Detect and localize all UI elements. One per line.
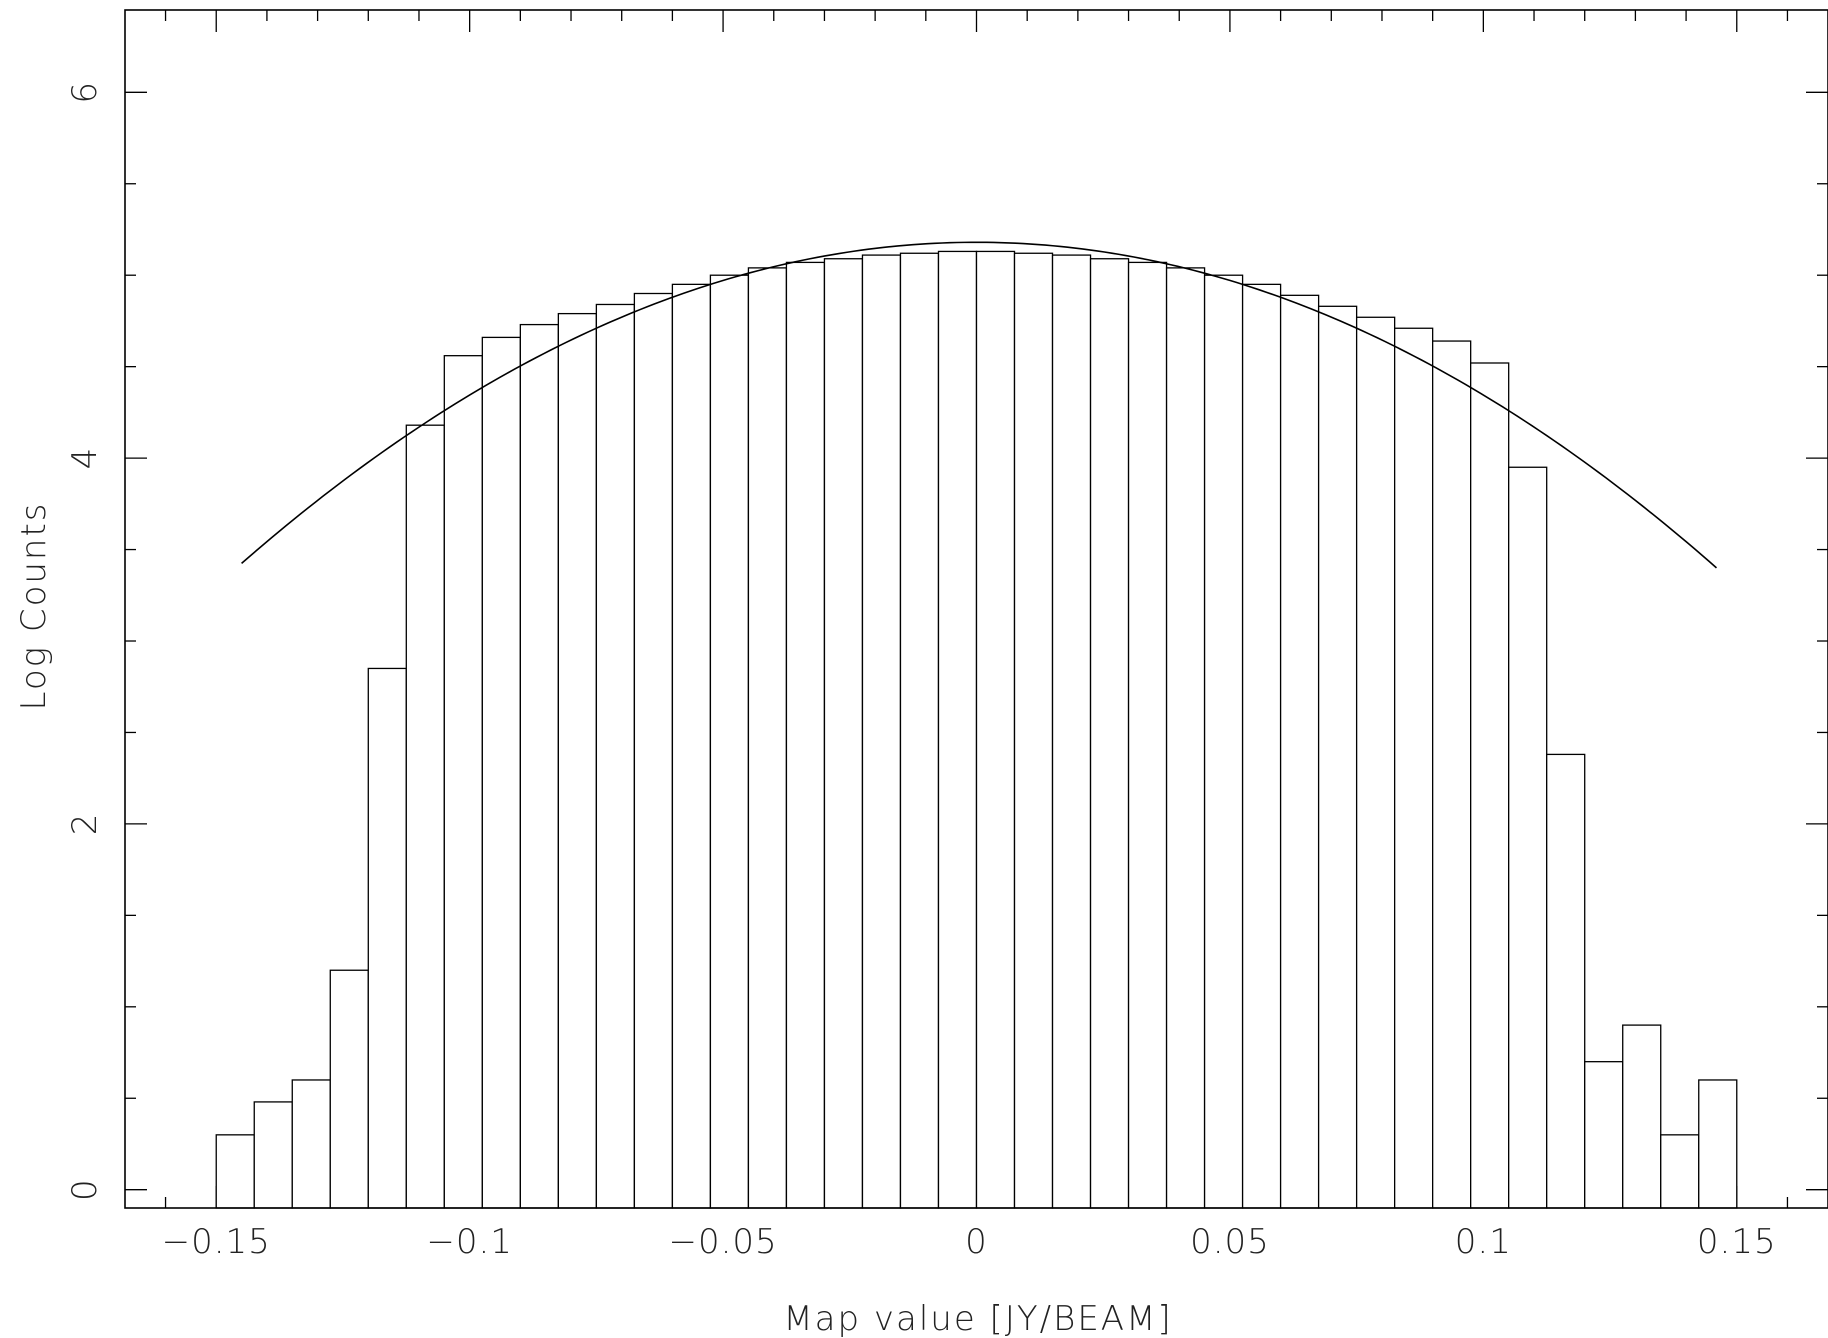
histogram-bar [1393,327,1434,1209]
histogram-bar [785,261,826,1209]
histogram-bar [1317,305,1358,1209]
y-axis-title: Log Counts [14,501,54,710]
histogram-bar [1584,1061,1624,1209]
histogram-bar [1470,362,1510,1209]
histogram-bar [633,292,674,1209]
histogram-bar [1013,252,1054,1209]
histogram-bar [899,252,940,1209]
tick-labels: −0.15 −0.1 −0.05 0 0.05 0.1 0.15 0 2 4 6 [65,81,1777,1262]
histogram-bar [443,355,483,1209]
histogram-bar [1432,340,1472,1209]
histogram-bar [1546,753,1586,1209]
histogram-bar [747,267,788,1209]
x-tick-label: 0.05 [1190,1222,1270,1262]
histogram-bar [329,969,369,1209]
x-tick-label: −0.1 [426,1222,513,1262]
fit-curve [241,241,1718,569]
x-tick-label: 0.1 [1455,1222,1512,1262]
histogram-bar [481,336,521,1209]
y-tick-label: 6 [65,81,105,104]
histogram-bar [1660,1134,1700,1209]
histogram-bar [519,323,560,1209]
histogram-bars [215,250,1738,1209]
histogram-bar [1622,1024,1662,1209]
histogram-bar [1051,254,1092,1209]
histogram-bar [557,312,598,1209]
histogram-bar [1698,1079,1738,1209]
histogram-bar [709,274,750,1209]
histogram-bar [215,1134,255,1209]
histogram-bar [1241,283,1282,1209]
plot-frame [124,9,1828,1209]
histogram-bar [1508,466,1548,1209]
histogram-bar [671,283,712,1209]
histogram-bar [823,258,864,1209]
histogram-bar [1127,261,1168,1209]
histogram-bar [975,250,1016,1209]
histogram-bar [367,667,407,1209]
histogram-bar [1203,274,1244,1209]
x-tick-label: 0 [965,1222,988,1262]
x-tick-label: −0.15 [162,1222,271,1262]
histogram-bar [291,1079,331,1209]
histogram-bar [253,1101,293,1209]
x-tick-label: −0.05 [668,1222,777,1262]
histogram-bar [937,250,978,1209]
histogram-bar [405,424,445,1209]
histogram-bar [861,254,902,1209]
histogram-bar [1089,258,1130,1209]
x-tick-label: 0.15 [1697,1222,1777,1262]
histogram-bar [1355,316,1396,1209]
y-tick-label: 0 [65,1178,105,1201]
histogram-bar [1279,294,1320,1209]
x-axis-title: Map value [JY/BEAM] [783,1299,1172,1338]
histogram-bar [595,303,636,1209]
y-tick-label: 2 [65,813,105,836]
histogram-bar [1165,267,1206,1209]
y-tick-label: 4 [65,447,105,470]
